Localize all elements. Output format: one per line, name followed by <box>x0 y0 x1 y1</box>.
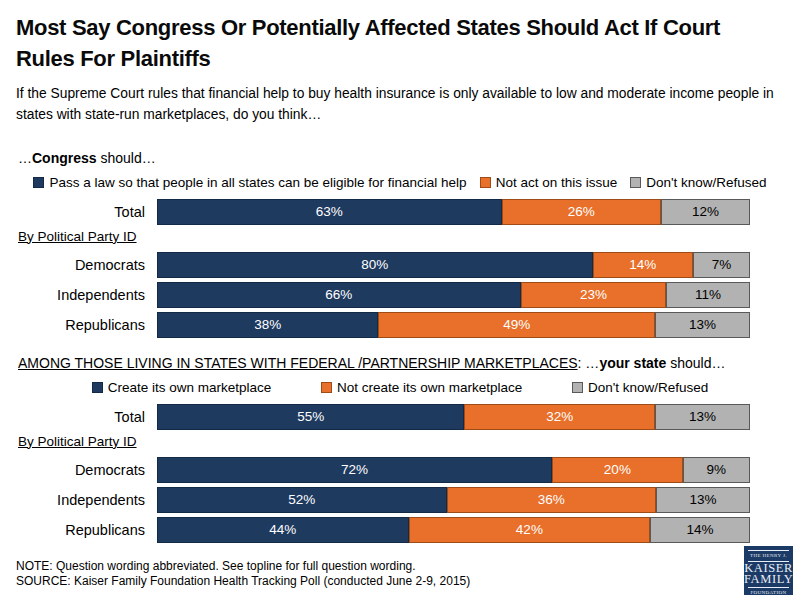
bar-segment-navy: 66% <box>157 282 521 308</box>
bar-segment-gray: 7% <box>693 252 750 278</box>
slide: Most Say Congress Or Potentially Affecte… <box>0 0 800 600</box>
note-text: NOTE: Question wording abbreviated. See … <box>16 559 470 575</box>
bar-segment-navy: 72% <box>157 457 552 483</box>
bar-segment-orange: 32% <box>464 404 655 430</box>
bar-segment-gray: 13% <box>656 487 750 513</box>
heading-text: Congress <box>32 150 97 166</box>
stacked-bar: 44%42%14% <box>157 517 750 543</box>
bar-segment-gray: 11% <box>666 282 750 308</box>
bar-row: Independents66%23%11% <box>16 282 750 308</box>
row-label: Total <box>16 204 157 220</box>
row-label: Democrats <box>16 462 157 478</box>
bar-segment-orange: 23% <box>521 282 667 308</box>
bar-segment-navy: 38% <box>157 312 378 338</box>
group-label: By Political Party ID <box>18 434 784 450</box>
stacked-bar: 52%36%13% <box>157 487 750 513</box>
bar-segment-orange: 20% <box>552 457 683 483</box>
legend: Pass a law so that people in all states … <box>16 175 784 190</box>
bar-segment-orange: 26% <box>502 199 661 225</box>
heading-text: AMONG THOSE LIVING IN STATES WITH FEDERA… <box>18 355 578 371</box>
legend-item: Create its own marketplace <box>92 380 272 395</box>
bar-row: Total63%26%12% <box>16 199 750 225</box>
bar-segment-orange: 42% <box>409 517 651 543</box>
legend: Create its own marketplace Not create its… <box>16 380 784 395</box>
row-label: Independents <box>16 287 157 303</box>
bar-row: Democrats72%20%9% <box>16 457 750 483</box>
bar-segment-gray: 12% <box>661 199 750 225</box>
legend-label: Don't know/Refused <box>588 380 708 395</box>
chart-section-2: AMONG THOSE LIVING IN STATES WITH FEDERA… <box>16 355 784 543</box>
bar-segment-gray: 13% <box>655 312 750 338</box>
stacked-bar: 55%32%13% <box>157 404 750 430</box>
row-label: Total <box>16 409 157 425</box>
bar-segment-orange: 36% <box>447 487 656 513</box>
heading-text: should… <box>97 150 156 166</box>
group-label: By Political Party ID <box>18 229 784 245</box>
source-text: SOURCE: Kaiser Family Foundation Health … <box>16 574 470 590</box>
footer: NOTE: Question wording abbreviated. See … <box>16 559 470 590</box>
legend-swatch-navy <box>92 382 103 393</box>
legend-item: Don't know/Refused <box>572 380 708 395</box>
stacked-bar: 63%26%12% <box>157 199 750 225</box>
section-heading: …Congress should… <box>18 150 784 167</box>
row-label: Republicans <box>16 317 157 333</box>
page-title: Most Say Congress Or Potentially Affecte… <box>16 12 772 74</box>
legend-swatch-orange <box>321 382 332 393</box>
heading-text: should… <box>666 355 725 371</box>
logo-text: THE HENRY J. <box>744 552 793 560</box>
bar-segment-gray: 9% <box>683 457 750 483</box>
bar-row: Democrats80%14%7% <box>16 252 750 278</box>
legend-label: Not act on this issue <box>496 175 618 190</box>
legend-label: Not create its own marketplace <box>337 380 522 395</box>
bar-row: Independents52%36%13% <box>16 487 750 513</box>
bar-segment-navy: 80% <box>157 252 593 278</box>
heading-text: : … <box>578 355 600 371</box>
bar-segment-orange: 49% <box>378 312 655 338</box>
bar-segment-navy: 52% <box>157 487 447 513</box>
heading-text: your state <box>599 355 666 371</box>
bar-segment-navy: 63% <box>157 199 502 225</box>
logo-text: FOUNDATION <box>744 589 793 597</box>
stacked-bar: 38%49%13% <box>157 312 750 338</box>
logo-rule <box>748 587 789 588</box>
bar-segment-navy: 44% <box>157 517 409 543</box>
section-heading: AMONG THOSE LIVING IN STATES WITH FEDERA… <box>18 355 784 372</box>
logo-text: FAMILY <box>744 574 793 586</box>
bar-segment-orange: 14% <box>593 252 693 278</box>
kff-logo: THE HENRY J. KAISER FAMILY FOUNDATION <box>744 546 793 595</box>
row-label: Democrats <box>16 257 157 273</box>
stacked-bar: 66%23%11% <box>157 282 750 308</box>
bar-row: Total55%32%13% <box>16 404 750 430</box>
chart-section-1: …Congress should… Pass a law so that peop… <box>16 150 784 338</box>
legend-swatch-gray <box>572 382 583 393</box>
row-label: Independents <box>16 492 157 508</box>
legend-item: Not create its own marketplace <box>321 380 522 395</box>
legend-swatch-orange <box>480 177 491 188</box>
bar-segment-gray: 14% <box>650 517 750 543</box>
logo-rule <box>748 550 789 551</box>
legend-label: Pass a law so that people in all states … <box>49 175 466 190</box>
bar-row: Republicans38%49%13% <box>16 312 750 338</box>
legend-item: Don't know/Refused <box>630 175 766 190</box>
legend-label: Don't know/Refused <box>646 175 766 190</box>
heading-text: … <box>18 150 32 166</box>
legend-swatch-navy <box>33 177 44 188</box>
row-label: Republicans <box>16 522 157 538</box>
stacked-bar: 72%20%9% <box>157 457 750 483</box>
legend-item: Pass a law so that people in all states … <box>33 175 466 190</box>
chart-area: …Congress should… Pass a law so that peop… <box>16 150 784 543</box>
stacked-bar: 80%14%7% <box>157 252 750 278</box>
bar-segment-gray: 13% <box>655 404 750 430</box>
legend-label: Create its own marketplace <box>108 380 272 395</box>
bar-segment-navy: 55% <box>157 404 464 430</box>
bar-row: Republicans44%42%14% <box>16 517 750 543</box>
legend-item: Not act on this issue <box>480 175 618 190</box>
subtitle: If the Supreme Court rules that financia… <box>16 84 778 125</box>
legend-swatch-gray <box>630 177 641 188</box>
